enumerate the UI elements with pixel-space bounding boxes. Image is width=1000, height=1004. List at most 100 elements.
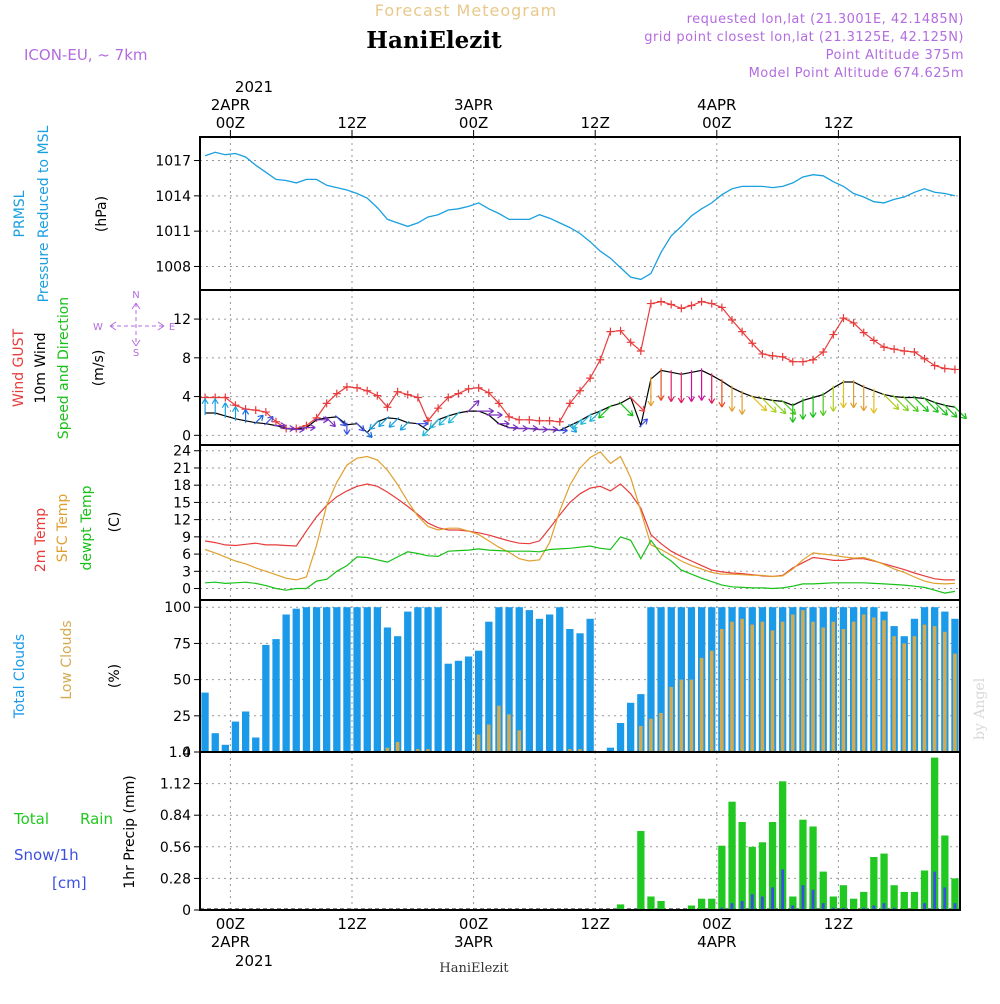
ytick-label: 1.12	[160, 777, 191, 793]
gust-point	[687, 301, 696, 310]
wind-arrow-icon	[294, 425, 305, 434]
top-hour-label: 00Z	[216, 114, 245, 132]
requested-point: requested lon,lat (21.3001E, 42.1485N)	[687, 12, 964, 27]
ytick-label: 0	[182, 428, 191, 444]
wind-arrow-icon	[598, 404, 613, 419]
gust-point	[383, 403, 392, 412]
low-cloud-bar	[517, 730, 521, 752]
wind-arrow-icon	[438, 414, 451, 426]
bottom-year-label: 2021	[235, 952, 273, 970]
total-cloud-bar	[302, 607, 311, 752]
snow-bar	[771, 887, 774, 910]
low-cloud-bar	[669, 686, 673, 752]
rain-bar	[819, 871, 827, 910]
ytick-label: 1008	[155, 259, 191, 275]
low-cloud-bar	[497, 705, 501, 752]
wind-arrow-icon	[378, 416, 390, 428]
total-cloud-bar	[221, 744, 229, 752]
rain-bar	[799, 819, 807, 910]
ytick-label: 21	[173, 461, 191, 477]
low-cloud-bar	[811, 621, 815, 752]
wind-arrow-icon	[580, 413, 592, 426]
rain-bar	[910, 891, 919, 910]
total-cloud-bar	[353, 607, 361, 752]
wind-arrow-icon	[231, 406, 240, 421]
low-cloud-bar	[831, 621, 836, 752]
total-cloud-bar	[323, 607, 331, 752]
gust-point	[576, 386, 584, 395]
gust-point	[505, 412, 514, 421]
total-cloud-bar	[454, 660, 463, 752]
model-name: ICON-EU, ~ 7km	[24, 46, 148, 64]
gust-point	[646, 299, 655, 308]
gust-point	[768, 351, 777, 360]
wind-arrow-icon	[750, 394, 768, 412]
temp2m-label: 2m Temp	[33, 508, 49, 572]
rain-bar	[657, 901, 665, 910]
rain-bar	[839, 885, 848, 910]
gust-point	[261, 408, 270, 417]
ytick-label: 0	[182, 903, 191, 919]
top-date-label: 2APR	[211, 96, 250, 114]
bottom-date-label: 3APR	[454, 933, 493, 951]
gust-point	[920, 354, 929, 363]
snow-bar	[791, 905, 795, 910]
wind-arrow-icon	[687, 370, 696, 403]
gust-point	[454, 389, 463, 398]
gust-point	[555, 417, 564, 426]
wind-unit: (m/s)	[91, 350, 107, 387]
total-cloud-bar	[383, 627, 392, 752]
total-cloud-bar	[566, 629, 574, 752]
wind-arrow-icon	[517, 424, 529, 433]
gust-point	[667, 300, 676, 309]
gust-point	[657, 297, 666, 306]
ytick-label: 4	[182, 390, 191, 406]
low-cloud-bar	[861, 614, 866, 752]
pressure-line	[204, 151, 956, 281]
wind-arrow-icon	[628, 395, 646, 413]
gust-point	[596, 355, 605, 364]
top-date-label: 3APR	[454, 96, 493, 114]
wind-arrow-icon	[809, 395, 817, 418]
rain-bar	[890, 885, 898, 910]
gust-point	[707, 299, 716, 308]
total-cloud-bar	[414, 607, 422, 752]
total-cloud-bar	[252, 737, 260, 752]
rain-bar	[637, 831, 645, 910]
low-cloud-bar	[385, 747, 390, 752]
model-point-altitude: Model Point Altitude 674.625m	[749, 66, 964, 81]
wind-arrow-icon	[365, 430, 373, 438]
top-hour-label: 12Z	[337, 114, 366, 132]
wind-arrow-icon	[942, 403, 958, 418]
gust-point	[636, 347, 645, 356]
low-cloud-bar	[932, 626, 937, 752]
rain-bar	[880, 853, 888, 910]
wind-arrow-icon	[274, 422, 286, 430]
snow-bar	[923, 903, 926, 910]
gust-point	[322, 399, 331, 408]
bottom-hour-label: 12Z	[337, 915, 366, 933]
gust-point	[545, 416, 554, 425]
wind-arrow-icon	[557, 426, 568, 435]
gust-point	[900, 347, 909, 356]
gust-point	[373, 391, 382, 400]
total-cloud-bar	[647, 607, 655, 752]
snow-bar	[882, 903, 886, 910]
wind-arrow-icon	[638, 418, 649, 428]
wind-arrow-icon	[221, 402, 229, 418]
wind-arrow-icon	[201, 398, 209, 415]
rain-bar	[687, 905, 696, 910]
gust-point	[474, 383, 483, 392]
ytick-label: 25	[173, 709, 191, 725]
dewpt-line	[205, 536, 955, 594]
ytick-label: 3	[182, 564, 191, 580]
precip-unit: 1hr Precip (mm)	[122, 775, 138, 888]
gust-point	[606, 327, 615, 336]
low-cloud-bar	[750, 624, 754, 752]
wind-arrow-icon	[284, 424, 295, 433]
sfctemp-label: SFC Temp	[55, 494, 71, 563]
wind-label: 10m Wind	[33, 332, 49, 403]
snow-bar	[831, 907, 835, 910]
ytick-label: 15	[173, 495, 191, 511]
